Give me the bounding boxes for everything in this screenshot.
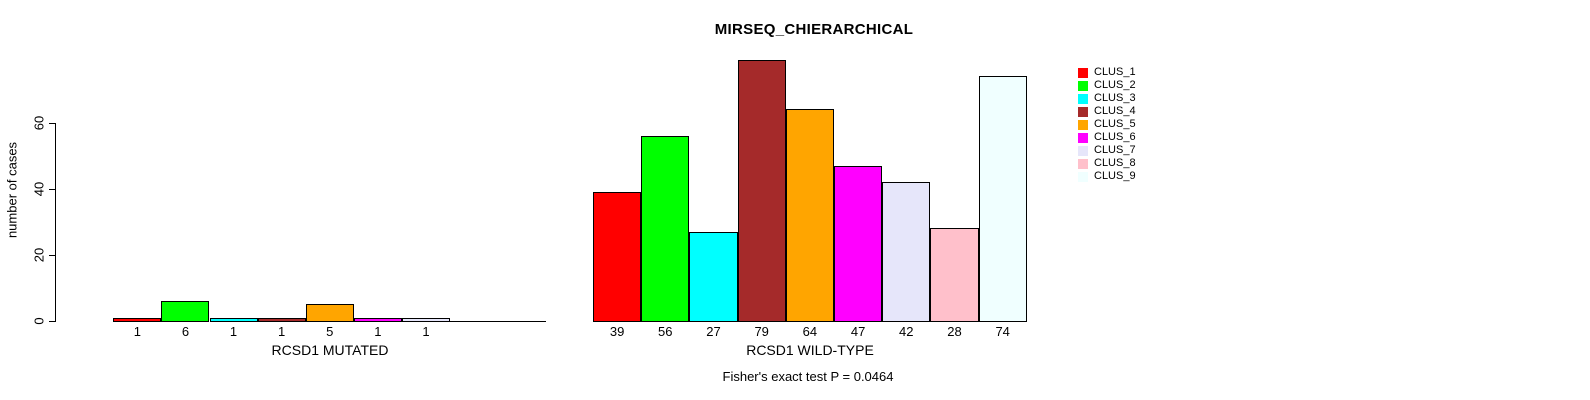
bar-clus_5 — [305, 304, 354, 322]
chart-title: MIRSEQ_CHIERARCHICAL — [714, 21, 914, 38]
bar-value-clus_3: 1 — [229, 324, 238, 339]
legend-item-clus_8: CLUS_8 — [1078, 157, 1136, 170]
bar-value-clus_8: 28 — [947, 324, 962, 339]
legend-label-clus_1: CLUS_1 — [1094, 66, 1136, 78]
y-axis-tick-label: 40 — [31, 181, 47, 196]
bar-value-clus_3: 27 — [706, 324, 721, 339]
y-axis-line — [55, 122, 56, 322]
bar-clus_6 — [834, 166, 883, 322]
x-axis-label-mutated: RCSD1 MUTATED — [271, 342, 389, 358]
legend-label-clus_2: CLUS_2 — [1094, 79, 1136, 91]
legend-label-clus_7: CLUS_7 — [1094, 144, 1136, 156]
legend-item-clus_4: CLUS_4 — [1078, 105, 1136, 118]
bar-clus_2 — [161, 301, 210, 322]
legend-label-clus_8: CLUS_8 — [1094, 157, 1136, 169]
legend-swatch-clus_1 — [1078, 67, 1088, 78]
legend-item-clus_7: CLUS_7 — [1078, 144, 1136, 157]
bar-value-clus_4: 79 — [754, 324, 769, 339]
legend-label-clus_6: CLUS_6 — [1094, 131, 1136, 143]
x-axis-label-wildtype: RCSD1 WILD-TYPE — [746, 342, 874, 358]
bar-clus_4 — [257, 318, 306, 322]
legend-swatch-clus_6 — [1078, 132, 1088, 143]
bar-clus_4 — [737, 60, 786, 322]
legend-label-clus_4: CLUS_4 — [1094, 105, 1136, 117]
bar-clus_3 — [689, 232, 738, 322]
y-axis-tick — [49, 188, 55, 190]
legend-label-clus_9: CLUS_9 — [1094, 170, 1136, 182]
y-axis-tick — [49, 254, 55, 256]
bar-value-clus_2: 56 — [658, 324, 673, 339]
legend-swatch-clus_4 — [1078, 106, 1088, 117]
legend-swatch-clus_2 — [1078, 80, 1088, 91]
fisher-test-caption: Fisher's exact test P = 0.0464 — [722, 369, 894, 384]
legend-item-clus_2: CLUS_2 — [1078, 79, 1136, 92]
bar-value-clus_2: 6 — [181, 324, 190, 339]
bar-value-clus_5: 64 — [802, 324, 818, 339]
y-axis-tick-label: 60 — [31, 115, 47, 130]
legend-item-clus_1: CLUS_1 — [1078, 66, 1136, 79]
y-axis-tick — [49, 321, 55, 322]
bar-clus_8 — [450, 321, 499, 322]
bar-value-clus_7: 1 — [422, 324, 430, 339]
legend-item-clus_6: CLUS_6 — [1078, 131, 1136, 144]
bar-value-clus_1: 1 — [133, 324, 141, 339]
bar-clus_7 — [882, 182, 931, 322]
bar-clus_1 — [593, 192, 642, 322]
bar-value-clus_7: 42 — [899, 324, 914, 339]
legend-swatch-clus_9 — [1078, 171, 1088, 182]
bar-value-clus_6: 47 — [850, 324, 866, 339]
legend-label-clus_5: CLUS_5 — [1094, 118, 1136, 130]
bar-clus_1 — [113, 318, 162, 322]
bar-clus_2 — [641, 136, 690, 322]
bar-clus_8 — [930, 228, 979, 322]
bar-clus_6 — [353, 318, 402, 322]
bar-clus_3 — [209, 318, 258, 322]
y-axis-label: number of cases — [4, 141, 20, 239]
bar-clus_7 — [401, 318, 450, 322]
y-axis-tick — [49, 122, 55, 124]
bar-clus_5 — [785, 109, 834, 322]
legend-swatch-clus_5 — [1078, 119, 1088, 130]
legend-swatch-clus_7 — [1078, 145, 1088, 156]
bar-clus_9 — [498, 321, 547, 322]
y-axis-tick-label: 0 — [31, 317, 47, 325]
bar-clus_9 — [978, 76, 1027, 322]
legend-label-clus_3: CLUS_3 — [1094, 92, 1136, 104]
y-axis-tick-label: 20 — [31, 247, 47, 263]
legend-item-clus_5: CLUS_5 — [1078, 118, 1136, 131]
legend-item-clus_3: CLUS_3 — [1078, 92, 1136, 105]
bar-value-clus_5: 5 — [326, 324, 334, 339]
legend-item-clus_9: CLUS_9 — [1078, 170, 1136, 183]
legend-swatch-clus_3 — [1078, 93, 1088, 104]
bar-value-clus_6: 1 — [374, 324, 382, 339]
bar-value-clus_1: 39 — [609, 324, 625, 339]
bar-value-clus_4: 1 — [278, 324, 286, 339]
bar-value-clus_9: 74 — [995, 324, 1010, 339]
legend-swatch-clus_8 — [1078, 158, 1088, 169]
